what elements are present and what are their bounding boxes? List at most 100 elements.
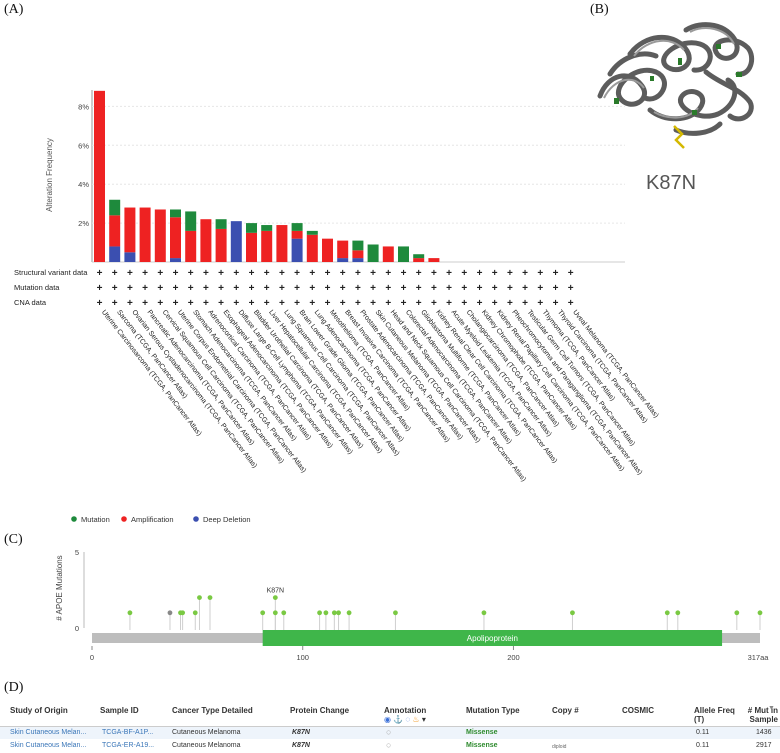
- cell-allele-freq: 0.11: [696, 729, 710, 736]
- row-plus-mark: +: [477, 283, 483, 294]
- lollipop-x-tick: 0: [90, 653, 94, 662]
- row-plus-mark: +: [157, 298, 163, 309]
- oncokb-icon[interactable]: ◉: [384, 715, 391, 724]
- col-protein-change[interactable]: Protein Change: [290, 706, 350, 715]
- col-copy-number[interactable]: Copy #: [552, 706, 579, 715]
- col-cosmic[interactable]: COSMIC: [622, 706, 654, 715]
- bar-mutation: [352, 240, 364, 251]
- row-plus-mark: +: [142, 283, 148, 294]
- row-plus-mark: +: [188, 298, 194, 309]
- annotation-circle-icon[interactable]: ○: [386, 740, 392, 750]
- annotation-circle-icon[interactable]: ○: [386, 727, 392, 737]
- row-plus-mark: +: [249, 298, 255, 309]
- civic-icon[interactable]: ⚓: [393, 715, 404, 724]
- row-plus-mark: +: [446, 268, 452, 279]
- table-row[interactable]: Skin Cutaneous Melan... TCGA-BF-A1P... C…: [0, 727, 780, 739]
- panel-label-d: (D): [4, 680, 24, 695]
- legend-swatch: [71, 516, 77, 522]
- row-plus-mark: +: [249, 283, 255, 294]
- bar-amplification: [337, 240, 349, 259]
- cell-sample-id[interactable]: TCGA-BF-A1P...: [102, 729, 154, 736]
- lollipop-head: [331, 610, 337, 616]
- annotation-dropdown-icon[interactable]: ▾: [421, 715, 426, 724]
- hotspot-icon[interactable]: ♨: [412, 715, 420, 724]
- row-plus-mark: +: [492, 283, 498, 294]
- bar-mutation: [109, 199, 121, 216]
- row-plus-mark: +: [188, 283, 194, 294]
- row-plus-mark: +: [553, 268, 559, 279]
- row-plus-mark: +: [385, 268, 391, 279]
- row-plus-mark: +: [264, 283, 270, 294]
- row-plus-mark: +: [127, 268, 133, 279]
- lollipop-head: [260, 610, 266, 616]
- row-plus-mark: +: [309, 298, 315, 309]
- lollipop-x-tick: 200: [507, 653, 520, 662]
- col-annotation[interactable]: Annotation: [384, 706, 427, 715]
- row-plus-mark: +: [537, 298, 543, 309]
- row-plus-mark: +: [294, 268, 300, 279]
- row-plus-mark: +: [355, 268, 361, 279]
- row-plus-mark: +: [173, 268, 179, 279]
- row-plus-mark: +: [127, 298, 133, 309]
- bar-amplification: [428, 258, 440, 262]
- col-mutation-type[interactable]: Mutation Type: [466, 706, 520, 715]
- lollipop-head: [317, 610, 322, 616]
- row-plus-mark: +: [461, 268, 467, 279]
- col-mut-in-sample[interactable]: # Mut in Sample: [747, 706, 778, 724]
- bar-amplification: [306, 234, 318, 262]
- lollipop-head: [757, 610, 763, 616]
- table-row[interactable]: Skin Cutaneous Melan... TCGA-ER-A19... C…: [0, 740, 780, 752]
- row-plus-mark: +: [264, 268, 270, 279]
- row-plus-mark: +: [157, 283, 163, 294]
- row-plus-mark: +: [97, 283, 103, 294]
- row-plus-mark: +: [279, 283, 285, 294]
- cell-study[interactable]: Skin Cutaneous Melan...: [10, 742, 87, 749]
- mycancergenome-icon[interactable]: ◌: [405, 715, 411, 724]
- row-plus-mark: +: [522, 268, 528, 279]
- y-axis-label: Alteration Frequency: [45, 138, 54, 212]
- bar-amplification: [170, 217, 181, 259]
- col-study[interactable]: Study of Origin: [10, 706, 68, 715]
- sort-descending-icon[interactable]: ▼: [768, 705, 775, 712]
- row-plus-mark: +: [431, 298, 437, 309]
- legend-swatch: [121, 516, 127, 522]
- y-tick-label: 4%: [78, 180, 89, 189]
- col-sample-id[interactable]: Sample ID: [100, 706, 139, 715]
- row-label: Structural variant data: [14, 268, 88, 277]
- col-cancer-type[interactable]: Cancer Type Detailed: [172, 706, 253, 715]
- lollipop-head: [393, 610, 398, 616]
- lollipop-head: [734, 610, 740, 616]
- row-plus-mark: +: [553, 283, 559, 294]
- row-plus-mark: +: [218, 268, 224, 279]
- row-plus-mark: +: [309, 283, 315, 294]
- row-plus-mark: +: [97, 268, 103, 279]
- row-plus-mark: +: [416, 283, 422, 294]
- row-plus-mark: +: [112, 283, 118, 294]
- cell-study[interactable]: Skin Cutaneous Melan...: [10, 729, 87, 736]
- mutation-annotation: K87N: [267, 588, 285, 595]
- cell-copy-number: diploid: [552, 744, 567, 750]
- y-tick-label: 6%: [78, 141, 89, 150]
- row-plus-mark: +: [233, 268, 239, 279]
- bar-amplification: [200, 219, 212, 262]
- lollipop-head: [281, 610, 287, 616]
- bar-mutation: [185, 211, 197, 231]
- cell-sample-id[interactable]: TCGA-ER-A19...: [102, 742, 155, 749]
- row-plus-mark: +: [309, 268, 315, 279]
- row-plus-mark: +: [294, 298, 300, 309]
- bar-amplification: [261, 230, 273, 262]
- row-plus-mark: +: [446, 298, 452, 309]
- bar-mutation: [398, 246, 409, 262]
- legend-label: Mutation: [81, 515, 110, 524]
- row-plus-mark: +: [568, 268, 574, 279]
- lollipop-y-tick: 0: [75, 624, 79, 633]
- row-plus-mark: +: [522, 283, 528, 294]
- cell-protein-change: K87N: [292, 742, 310, 749]
- row-plus-mark: +: [325, 268, 331, 279]
- bar-deep-deletion: [109, 246, 121, 262]
- row-plus-mark: +: [431, 268, 437, 279]
- row-plus-mark: +: [477, 298, 483, 309]
- legend-label: Deep Deletion: [203, 515, 251, 524]
- row-plus-mark: +: [537, 268, 543, 279]
- col-allele-freq[interactable]: Allele Freq (T): [694, 706, 735, 724]
